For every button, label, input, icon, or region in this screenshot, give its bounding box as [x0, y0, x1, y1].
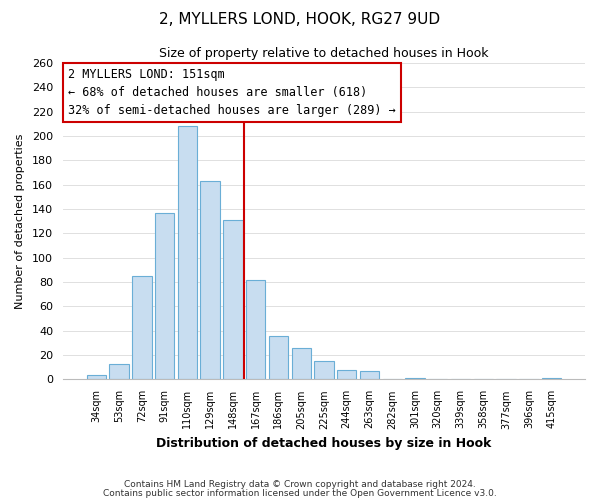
- Bar: [155, 212, 174, 380]
- Bar: [269, 336, 288, 380]
- X-axis label: Distribution of detached houses by size in Hook: Distribution of detached houses by size …: [156, 437, 491, 450]
- Text: Contains HM Land Registry data © Crown copyright and database right 2024.: Contains HM Land Registry data © Crown c…: [124, 480, 476, 489]
- Bar: [178, 126, 197, 380]
- Bar: [406, 378, 425, 380]
- Bar: [314, 361, 334, 380]
- Bar: [542, 378, 561, 380]
- Bar: [337, 370, 356, 380]
- Title: Size of property relative to detached houses in Hook: Size of property relative to detached ho…: [159, 48, 489, 60]
- Text: 2 MYLLERS LOND: 151sqm
← 68% of detached houses are smaller (618)
32% of semi-de: 2 MYLLERS LOND: 151sqm ← 68% of detached…: [68, 68, 396, 117]
- Bar: [360, 371, 379, 380]
- Bar: [200, 181, 220, 380]
- Bar: [223, 220, 242, 380]
- Bar: [292, 348, 311, 380]
- Text: 2, MYLLERS LOND, HOOK, RG27 9UD: 2, MYLLERS LOND, HOOK, RG27 9UD: [160, 12, 440, 28]
- Y-axis label: Number of detached properties: Number of detached properties: [15, 134, 25, 309]
- Bar: [132, 276, 152, 380]
- Bar: [246, 280, 265, 380]
- Bar: [109, 364, 129, 380]
- Bar: [86, 374, 106, 380]
- Text: Contains public sector information licensed under the Open Government Licence v3: Contains public sector information licen…: [103, 488, 497, 498]
